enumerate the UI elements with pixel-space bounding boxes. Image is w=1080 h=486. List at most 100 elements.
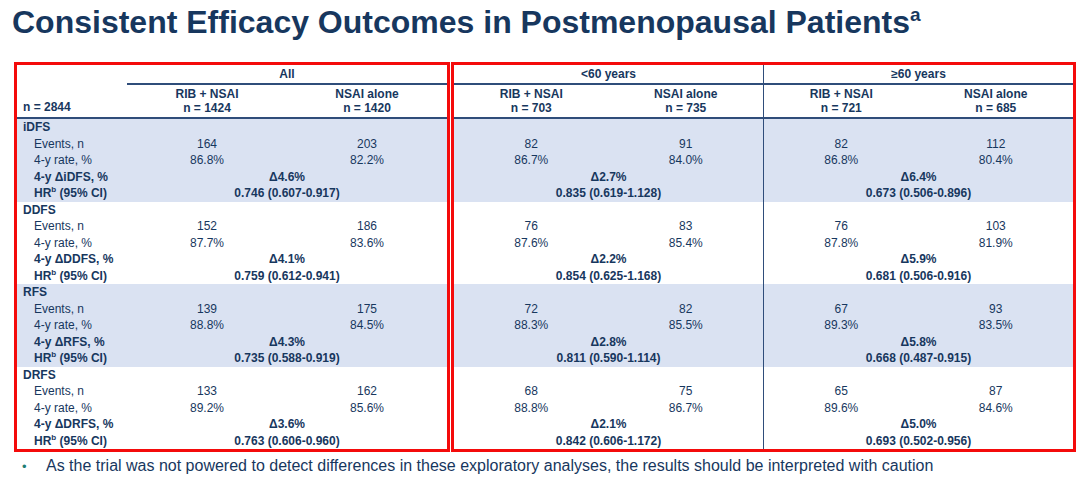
rate-label: 4-y rate, %	[17, 152, 127, 169]
arm-header-row: n = 2844RIB + NSAIn = 1424NSAI alonen = …	[17, 85, 447, 119]
group-name-row	[454, 367, 763, 384]
rate-value: 81.9%	[919, 235, 1074, 252]
arm-header-cell: NSAI alonen = 1420	[287, 85, 447, 117]
rate-row: 89.3%83.5%	[764, 317, 1073, 334]
rate-label: 4-y rate, %	[17, 317, 127, 334]
arm-name: NSAI alone	[335, 87, 398, 101]
events-row: Events, n164203	[17, 136, 447, 153]
delta-value: Δ4.6%	[127, 169, 447, 186]
rate-value: 86.7%	[609, 400, 764, 417]
delta-row: Δ5.8%	[764, 334, 1073, 351]
events-row: 7282	[454, 301, 763, 318]
events-row: 76103	[764, 218, 1073, 235]
rate-value: 80.4%	[919, 152, 1074, 169]
events-value: 65	[764, 383, 919, 400]
hazard-ratio-label: HRb (95% CI)	[17, 350, 127, 367]
hazard-ratio-row: 0.693 (0.502-0.956)	[764, 433, 1073, 450]
rate-value: 85.6%	[287, 400, 447, 417]
rate-row: 87.8%81.9%	[764, 235, 1073, 252]
hazard-ratio-value: 0.693 (0.502-0.956)	[764, 433, 1073, 450]
hazard-ratio-row: 0.673 (0.506-0.896)	[764, 185, 1073, 202]
group-name-row	[764, 367, 1073, 384]
events-row: 6875	[454, 383, 763, 400]
delta-value: Δ5.8%	[764, 334, 1073, 351]
delta-row: 4-y ΔiDFS, %Δ4.6%	[17, 169, 447, 186]
arm-n: n = 685	[975, 101, 1016, 115]
events-label: Events, n	[17, 218, 127, 235]
group-name-row	[454, 119, 763, 136]
rate-row: 4-y rate, %88.8%84.5%	[17, 317, 447, 334]
rate-value: 87.8%	[764, 235, 919, 252]
events-value: 72	[454, 301, 609, 318]
group-name-row	[454, 202, 763, 219]
hazard-ratio-row: 0.835 (0.619-1.128)	[454, 185, 763, 202]
hazard-ratio-value: 0.854 (0.625-1.168)	[454, 268, 763, 285]
column-group-header-row: All	[17, 65, 447, 85]
hazard-ratio-value: 0.759 (0.612-0.941)	[127, 268, 447, 285]
rate-value: 89.3%	[764, 317, 919, 334]
rate-value: 85.4%	[609, 235, 764, 252]
rate-value: 83.6%	[287, 235, 447, 252]
hazard-ratio-label: HRb (95% CI)	[17, 433, 127, 450]
rate-label: 4-y rate, %	[17, 400, 127, 417]
rate-row: 88.3%85.5%	[454, 317, 763, 334]
hazard-ratio-label: HRb (95% CI)	[17, 185, 127, 202]
events-value: 175	[287, 301, 447, 318]
slide-title-footnote-marker: a	[910, 4, 921, 25]
rate-value: 87.7%	[127, 235, 287, 252]
hazard-ratio-value: 0.842 (0.606-1.172)	[454, 433, 763, 450]
events-label: Events, n	[17, 383, 127, 400]
rate-value: 89.2%	[127, 400, 287, 417]
group-name-row	[454, 284, 763, 301]
rate-row: 87.6%85.4%	[454, 235, 763, 252]
arm-header-cell: NSAI alonen = 685	[919, 85, 1074, 117]
rate-value: 85.5%	[609, 317, 764, 334]
rate-row: 89.6%84.6%	[764, 400, 1073, 417]
hazard-ratio-row: 0.811 (0.590-1.114)	[454, 350, 763, 367]
hazard-ratio-value: 0.835 (0.619-1.128)	[454, 185, 763, 202]
hazard-ratio-row: 0.681 (0.506-0.916)	[764, 268, 1073, 285]
delta-value: Δ5.0%	[764, 416, 1073, 433]
delta-row: Δ6.4%	[764, 169, 1073, 186]
arm-header-cell: RIB + NSAIn = 721	[764, 85, 919, 117]
delta-value: Δ3.6%	[127, 416, 447, 433]
events-value: 203	[287, 136, 447, 153]
rate-value: 83.5%	[919, 317, 1074, 334]
events-row: 7683	[454, 218, 763, 235]
hazard-ratio-value: 0.746 (0.607-0.917)	[127, 185, 447, 202]
total-n-label: n = 2844	[17, 85, 127, 117]
delta-row: Δ2.2%	[454, 251, 763, 268]
events-row: 6793	[764, 301, 1073, 318]
rate-row: 86.8%80.4%	[764, 152, 1073, 169]
delta-row: Δ5.0%	[764, 416, 1073, 433]
delta-value: Δ2.1%	[454, 416, 763, 433]
column-group-label: ≥60 years	[764, 65, 1073, 85]
events-label: Events, n	[17, 136, 127, 153]
events-value: 82	[609, 301, 764, 318]
delta-value: Δ2.2%	[454, 251, 763, 268]
delta-value: Δ6.4%	[764, 169, 1073, 186]
slide-title-text: Consistent Efficacy Outcomes in Postmeno…	[12, 4, 910, 40]
group-name-label: DRFS	[17, 367, 127, 384]
stub-spacer	[17, 65, 127, 85]
rate-value: 86.8%	[764, 152, 919, 169]
events-value: 93	[919, 301, 1074, 318]
arm-name: NSAI alone	[654, 87, 717, 101]
events-row: 8291	[454, 136, 763, 153]
arm-n: n = 1420	[343, 101, 391, 115]
delta-row: 4-y ΔDRFS, %Δ3.6%	[17, 416, 447, 433]
hazard-ratio-row: HRb (95% CI)0.746 (0.607-0.917)	[17, 185, 447, 202]
delta-label: 4-y ΔDRFS, %	[17, 416, 127, 433]
arm-header-cell: RIB + NSAIn = 1424	[127, 85, 287, 117]
arm-n: n = 1424	[183, 101, 231, 115]
delta-value: Δ4.3%	[127, 334, 447, 351]
group-name-row	[764, 202, 1073, 219]
delta-label: 4-y ΔRFS, %	[17, 334, 127, 351]
hazard-ratio-row: HRb (95% CI)0.735 (0.588-0.919)	[17, 350, 447, 367]
hazard-ratio-row: HRb (95% CI)0.763 (0.606-0.960)	[17, 433, 447, 450]
group-name-label: iDFS	[17, 119, 127, 136]
group-name-row: RFS	[17, 284, 447, 301]
rate-label: 4-y rate, %	[17, 235, 127, 252]
hazard-ratio-row: 0.842 (0.606-1.172)	[454, 433, 763, 450]
arm-n: n = 735	[665, 101, 706, 115]
